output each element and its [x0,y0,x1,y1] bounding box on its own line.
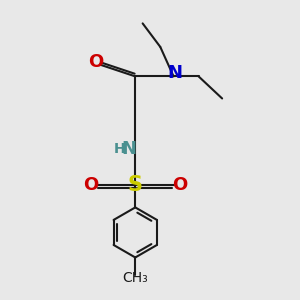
Text: O: O [88,53,103,71]
Text: O: O [83,176,99,194]
Text: N: N [167,64,182,82]
Text: O: O [172,176,187,194]
Text: CH₃: CH₃ [122,271,148,285]
Text: N: N [121,140,136,158]
Text: S: S [128,175,143,195]
Text: H: H [113,142,125,155]
